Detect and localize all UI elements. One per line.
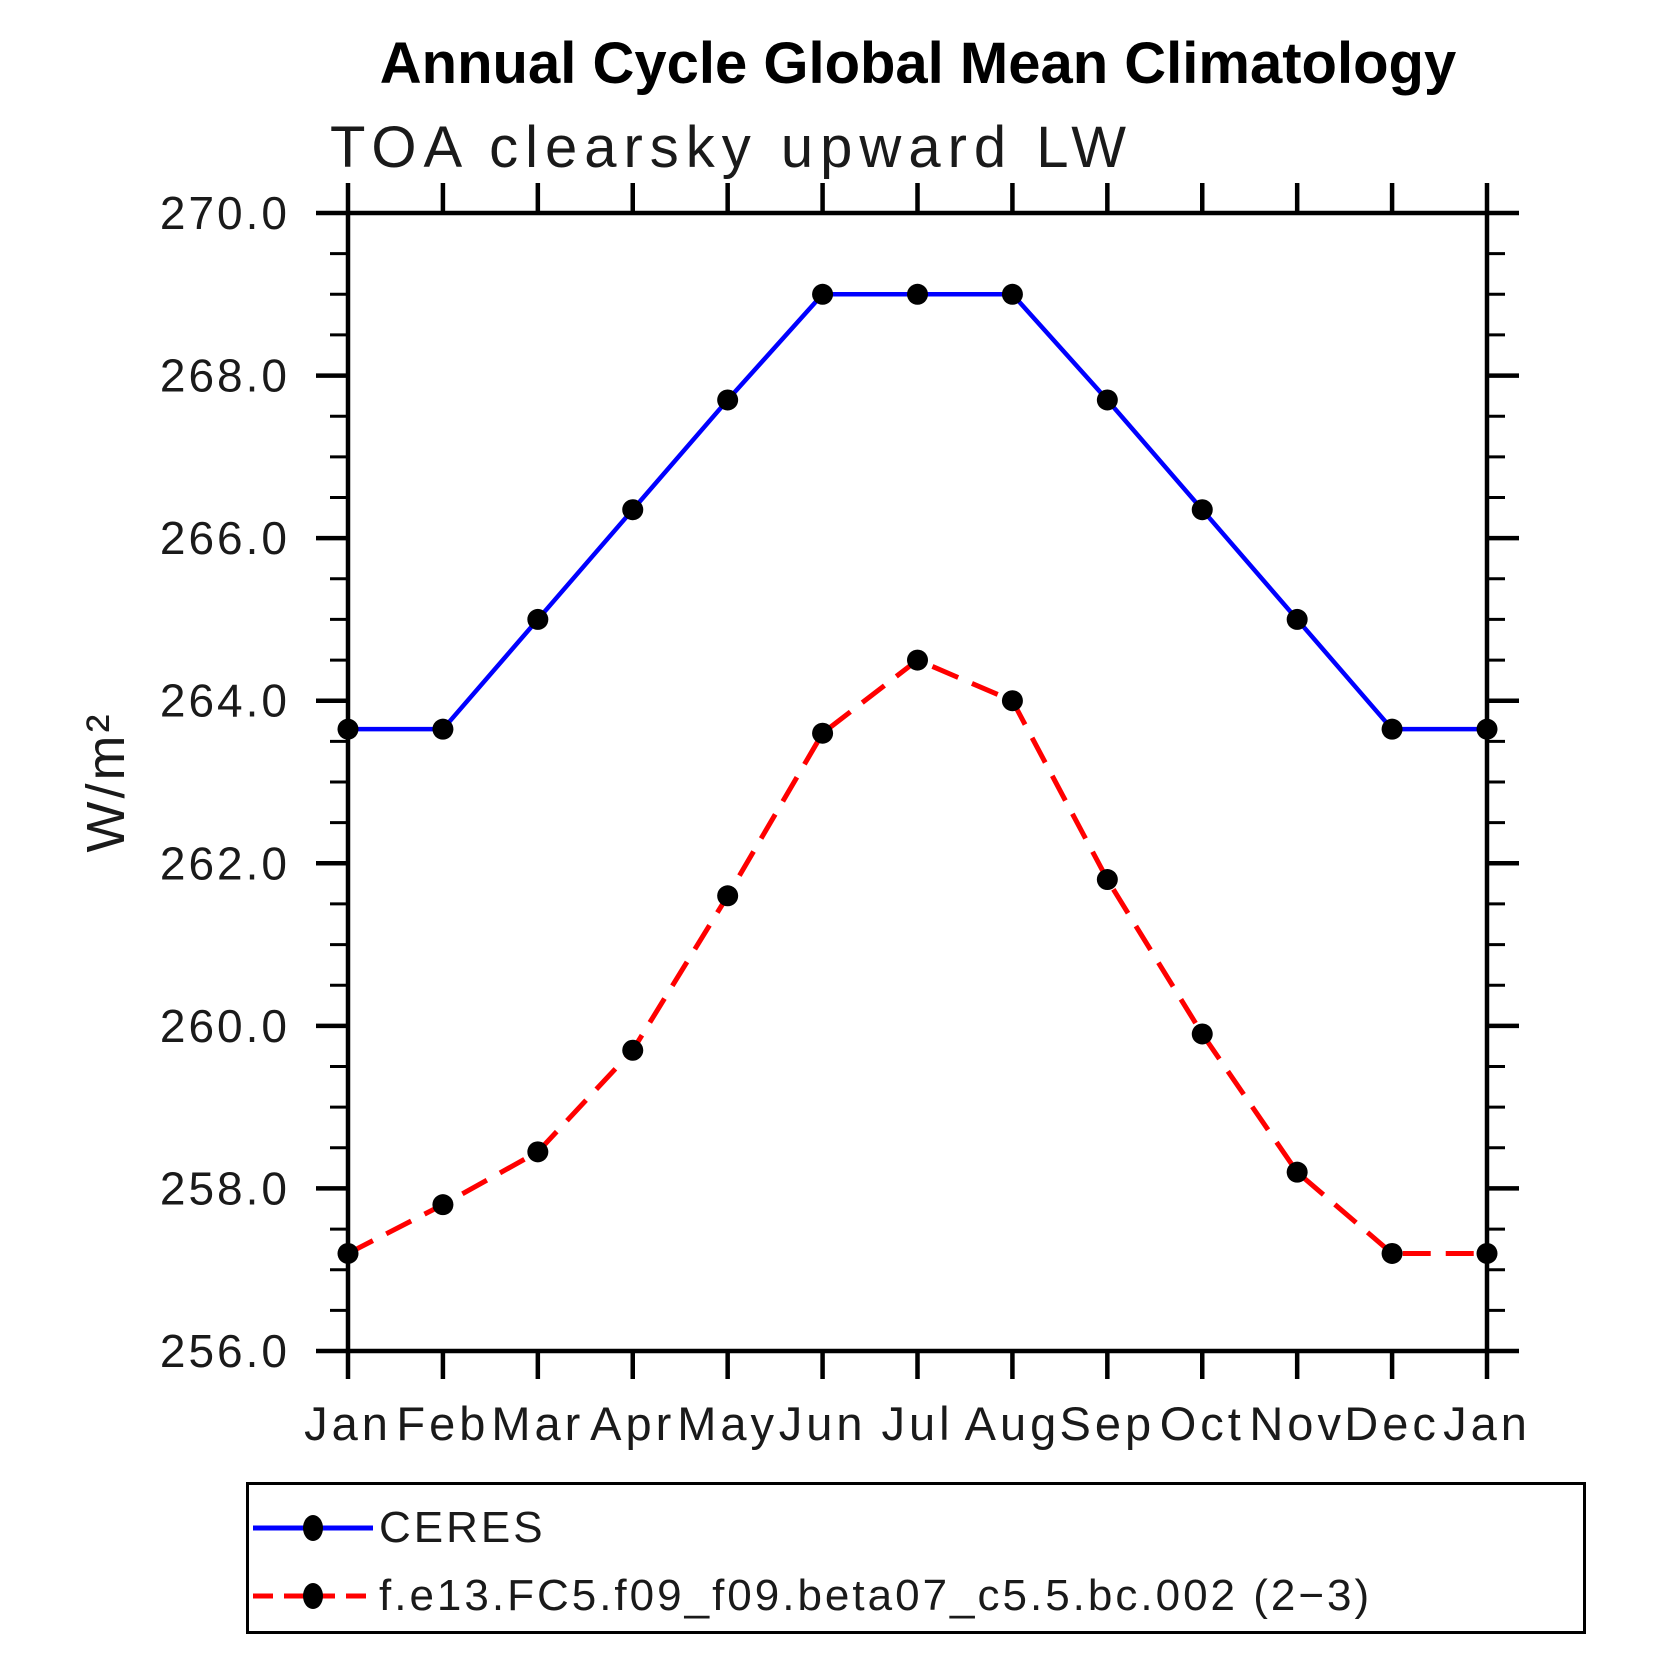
x-tick-label: Jan (304, 1397, 392, 1450)
y-tick-label: 260.0 (160, 1000, 290, 1052)
data-point (337, 718, 359, 740)
y-tick-label: 268.0 (160, 350, 290, 402)
legend-solid-line-icon (253, 1515, 373, 1541)
data-point (1001, 283, 1023, 305)
y-tick-label: 270.0 (160, 187, 290, 239)
data-point (1096, 869, 1118, 891)
plot-frame (345, 210, 1490, 1354)
legend: CERES f.e13.FC5.f09_f09.beta07_c5.5.bc.0… (246, 1482, 1586, 1634)
data-point (622, 499, 644, 521)
data-point (622, 1039, 644, 1061)
data-point (1096, 389, 1118, 411)
series-markers-1 (337, 649, 1498, 1264)
data-point (907, 283, 928, 305)
x-tick-label: May (677, 1397, 778, 1450)
series-markers-0 (337, 283, 1498, 740)
data-point (527, 608, 549, 630)
data-point (1381, 718, 1403, 740)
x-tick-label: Jan (1443, 1397, 1531, 1450)
series-line-1 (346, 657, 1487, 1256)
legend-label-model: f.e13.FC5.f09_f09.beta07_c5.5.bc.002 (2−… (379, 1571, 1373, 1620)
x-tick-label: Oct (1160, 1397, 1245, 1450)
data-point (1191, 499, 1213, 521)
legend-item-ceres: CERES (251, 1503, 1583, 1552)
y-axis-ticks (316, 210, 1519, 1354)
legend-dashed-line-icon (253, 1583, 373, 1609)
y-tick-label: 256.0 (160, 1325, 290, 1377)
x-tick-label: Nov (1249, 1397, 1345, 1450)
y-tick-label: 266.0 (160, 512, 290, 564)
data-point (1476, 1242, 1498, 1264)
x-tick-label: Apr (590, 1397, 675, 1450)
legend-label-ceres: CERES (379, 1503, 546, 1552)
data-point (1191, 1023, 1213, 1045)
chart-subtitle: TOA clearsky upward LW (330, 115, 1133, 180)
y-tick-label: 264.0 (160, 675, 290, 727)
x-tick-label: Mar (491, 1397, 584, 1450)
data-point (527, 1141, 549, 1163)
data-point (1286, 608, 1308, 630)
data-point (1286, 1161, 1308, 1183)
x-axis-ticks (345, 183, 1490, 1379)
data-point (907, 649, 928, 671)
chart-title: Annual Cycle Global Mean Climatology (379, 31, 1457, 96)
x-tick-label: Jun (779, 1397, 867, 1450)
x-tick-label: Sep (1060, 1397, 1156, 1450)
data-point (1001, 690, 1023, 712)
x-tick-label: Feb (396, 1397, 489, 1450)
x-tick-label: Aug (965, 1397, 1061, 1450)
data-point (812, 722, 834, 744)
data-point (1476, 718, 1498, 740)
x-tick-label: Dec (1344, 1397, 1440, 1450)
y-tick-label: 262.0 (160, 837, 290, 889)
y-tick-label: 258.0 (160, 1162, 290, 1214)
x-tick-label: Jul (881, 1397, 953, 1450)
data-point (1381, 1242, 1403, 1264)
data-point (717, 389, 739, 411)
y-tick-labels: 270.0 268.0 266.0 264.0 262.0 260.0 258.0 256.0 (160, 187, 290, 1377)
data-point (432, 718, 454, 740)
data-point (337, 1242, 359, 1264)
legend-item-model: f.e13.FC5.f09_f09.beta07_c5.5.bc.002 (2−… (251, 1571, 1583, 1620)
data-point (717, 885, 739, 907)
data-point (432, 1194, 454, 1216)
data-point (812, 283, 834, 305)
x-tick-labels: Jan Feb Mar Apr May Jun Jul Aug Sep Oct Nov Dec Jan (304, 1397, 1531, 1450)
